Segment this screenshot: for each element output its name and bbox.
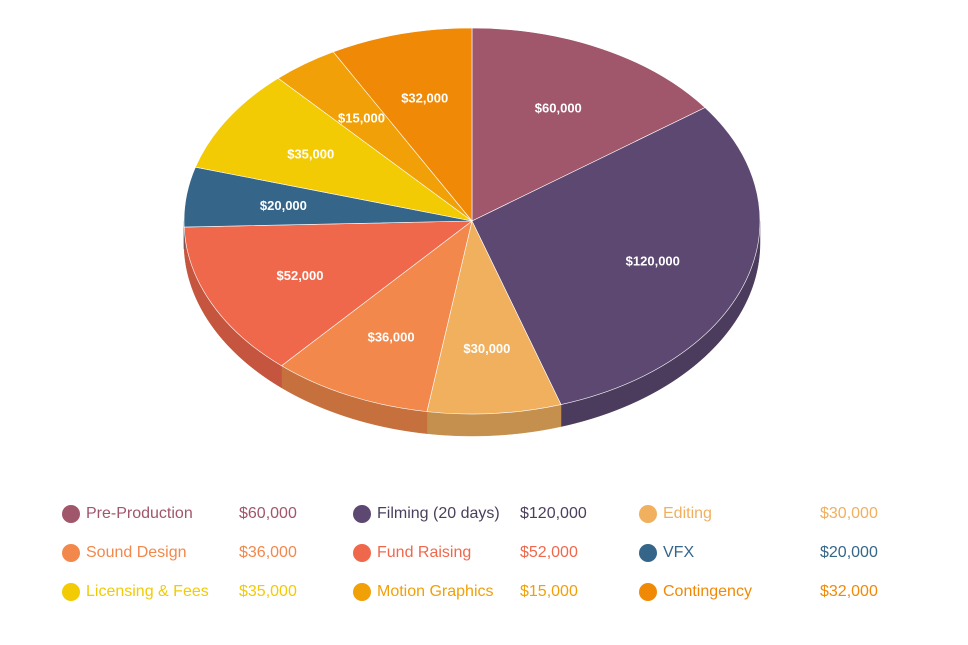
pie-slice-sound-design[interactable] [281, 220, 473, 412]
legend-value: $52,000 [520, 544, 578, 561]
legend-item[interactable]: VFX [639, 542, 694, 564]
legend-label: Fund Raising [377, 544, 472, 561]
legend-value: $30,000 [820, 505, 878, 522]
legend-dot-icon [353, 583, 371, 601]
legend-label: Sound Design [86, 544, 187, 561]
slice-data-label: $15,000 [338, 110, 385, 125]
legend-dot-icon [62, 544, 80, 562]
legend-item[interactable]: Sound Design [62, 542, 187, 564]
legend-label: Motion Graphics [377, 583, 494, 600]
pie-slice-fund-raising[interactable] [183, 220, 473, 367]
legend-value: $60,000 [239, 505, 297, 522]
legend-dot-icon [353, 544, 371, 562]
legend-dot-icon [639, 583, 657, 601]
legend-value: $15,000 [520, 583, 578, 600]
legend-dot-icon [639, 505, 657, 523]
pie-slice-licensing-fees[interactable] [195, 77, 473, 222]
slice-data-label: $52,000 [277, 268, 324, 283]
legend-item[interactable]: Filming (20 days) [353, 503, 500, 525]
legend-dot-icon [353, 505, 371, 523]
legend-label: Pre-Production [86, 505, 193, 522]
legend-label: Editing [663, 505, 712, 522]
pie-slice-filming-20-days[interactable] [471, 107, 761, 405]
slice-data-label: $32,000 [401, 91, 448, 106]
pie-chart: $60,000 $120,000 $30,000 $36,000 $52,000 $20,… [183, 27, 761, 437]
pie-slice-pre-production[interactable] [471, 27, 706, 222]
pie-slice-editing[interactable] [426, 220, 562, 415]
slice-data-label: $120,000 [626, 253, 680, 268]
legend-label: Filming (20 days) [377, 505, 500, 522]
legend-value: $35,000 [239, 583, 297, 600]
legend-dot-icon [639, 544, 657, 562]
legend-dot-icon [62, 505, 80, 523]
legend-item[interactable]: Pre-Production [62, 503, 193, 525]
slice-data-label: $60,000 [535, 101, 582, 116]
legend-item[interactable]: Motion Graphics [353, 581, 494, 603]
slice-data-label: $20,000 [260, 198, 307, 213]
legend-item[interactable]: Licensing & Fees [62, 581, 209, 603]
legend-value: $32,000 [820, 583, 878, 600]
legend-label: Licensing & Fees [86, 583, 209, 600]
legend-item[interactable]: Fund Raising [353, 542, 471, 564]
slice-data-label: $35,000 [287, 147, 334, 162]
legend-label: Contingency [663, 583, 752, 600]
legend-dot-icon [62, 583, 80, 601]
legend-item[interactable]: Editing [639, 503, 712, 525]
legend-value: $36,000 [239, 544, 297, 561]
slice-data-label: $30,000 [463, 341, 510, 356]
legend-item[interactable]: Contingency [639, 581, 752, 603]
legend-value: $20,000 [820, 544, 878, 561]
slice-data-label: $36,000 [368, 329, 415, 344]
legend-label: VFX [663, 544, 695, 561]
legend-value: $120,000 [520, 505, 587, 522]
pie-slice-contingency[interactable] [332, 27, 473, 222]
